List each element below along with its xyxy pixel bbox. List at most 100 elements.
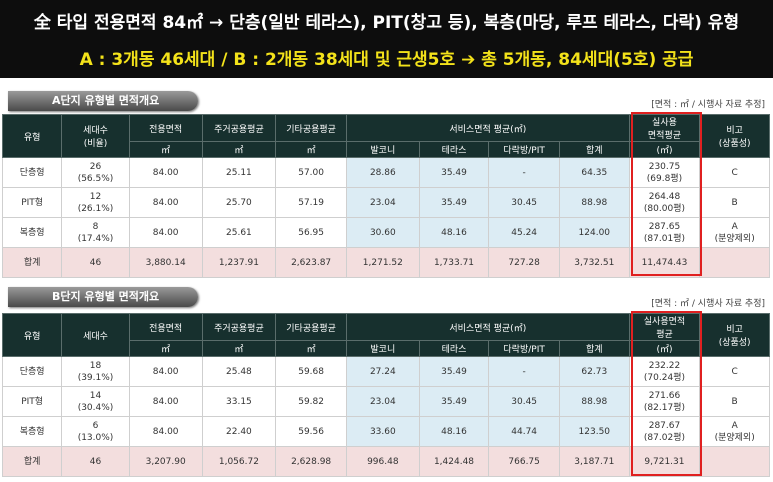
- table-cell: 84.00: [128, 187, 203, 218]
- header-service-area: 서비스면적 평균(㎡): [345, 114, 630, 142]
- table-cell: 56.95: [275, 217, 347, 248]
- header-service-col: 합계: [558, 340, 630, 357]
- table-cell: 1,733.71: [418, 247, 490, 278]
- header-unit: ㎡: [275, 340, 347, 357]
- table-cell: 2,623.87: [275, 247, 347, 278]
- table-cell: [699, 446, 770, 477]
- table-cell: 23.04: [345, 386, 420, 417]
- table-cell: 단층형: [1, 157, 63, 188]
- section-a-table: 유형 세대수 (비율) 전용면적 주거공용평균 기타공용평균 서비스면적 평균(㎡) 실사용 면…: [1, 114, 770, 278]
- table-cell: 124.00: [558, 217, 630, 248]
- table-cell: PIT형: [1, 187, 63, 218]
- header-unit: (㎡): [628, 340, 701, 357]
- table-cell: 14 (30.4%): [61, 386, 130, 417]
- table-cell: 25.70: [201, 187, 277, 218]
- table-cell: 57.00: [275, 157, 347, 188]
- header-banner: 全 타입 전용면적 84㎡ → 단층(일반 테라스), PIT(창고 등), 복…: [0, 0, 773, 78]
- table-cell: 88.98: [558, 187, 630, 218]
- table-cell: C: [699, 356, 770, 387]
- table-cell: 996.48: [345, 446, 420, 477]
- table-cell: 11,474.43: [628, 247, 701, 278]
- table-cell: 84.00: [128, 217, 203, 248]
- table-cell: 단층형: [1, 356, 63, 387]
- table-cell: 2,628.98: [275, 446, 347, 477]
- table-cell: 30.60: [345, 217, 420, 248]
- header-service-col: 발코니: [345, 340, 420, 357]
- table-cell: 35.49: [418, 356, 490, 387]
- table-cell: [699, 247, 770, 278]
- table-cell: 287.65 (87.01평): [628, 217, 701, 248]
- header-service-col: 합계: [558, 141, 630, 158]
- table-cell: B: [699, 187, 770, 218]
- header-line-1: 全 타입 전용면적 84㎡ → 단층(일반 테라스), PIT(창고 등), 복…: [33, 13, 740, 33]
- table-cell: 33.15: [201, 386, 277, 417]
- table-cell: A (분양제외): [699, 416, 770, 447]
- table-cell: 9,721.31: [628, 446, 701, 477]
- table-cell: 271.66 (82.17평): [628, 386, 701, 417]
- table-cell: -: [488, 157, 560, 188]
- header-unit: ㎡: [201, 340, 277, 357]
- table-row: 단층형 26 (56.5%) 84.00 25.11 57.00 28.86 35.49-64…: [1, 157, 770, 188]
- header-type: 유형: [1, 313, 63, 357]
- table-cell: 25.61: [201, 217, 277, 248]
- table-cell: 23.04: [345, 187, 420, 218]
- table-row: PIT형 14 (30.4%) 84.00 33.15 59.82 23.04 35.49 30…: [1, 386, 770, 417]
- table-cell: 45.24: [488, 217, 560, 248]
- section-b-note: [면적 : ㎡ / 시행사 자료 추정]: [651, 299, 765, 309]
- table-cell: 123.50: [558, 416, 630, 447]
- table-row: PIT형 12 (26.1%) 84.00 25.70 57.19 23.04 35.49 30…: [1, 187, 770, 218]
- table-row: 복층형 6 (13.0%) 84.00 22.40 59.56 33.60 48.16 44.7…: [1, 416, 770, 447]
- table-cell: C: [699, 157, 770, 188]
- header-service-col: 다락방/PIT: [488, 141, 560, 158]
- header-residential-common: 주거공용평균: [201, 313, 277, 341]
- header-other-common: 기타공용평균: [275, 313, 347, 341]
- header-unit: ㎡: [201, 141, 277, 158]
- table-cell: 287.67 (87.02평): [628, 416, 701, 447]
- header-remarks: 비고 (상품성): [699, 313, 770, 357]
- table-cell: 28.86: [345, 157, 420, 188]
- header-residential-common: 주거공용평균: [201, 114, 277, 142]
- header-service-area: 서비스면적 평균(㎡): [345, 313, 630, 341]
- header-unit: ㎡: [275, 141, 347, 158]
- header-households: 세대수: [61, 313, 130, 357]
- header-unit: (㎡): [628, 141, 701, 158]
- table-row: 복층형 8 (17.4%) 84.00 25.61 56.95 30.60 48.16 45.2…: [1, 217, 770, 248]
- table-cell: 35.49: [418, 157, 490, 188]
- section-a-label: A단지 유형별 면적개요: [8, 91, 198, 111]
- header-type: 유형: [1, 114, 63, 158]
- table-cell: -: [488, 356, 560, 387]
- header-households: 세대수 (비율): [61, 114, 130, 158]
- section-b-label: B단지 유형별 면적개요: [8, 287, 198, 307]
- table-cell: 46: [61, 446, 130, 477]
- section-b-table: 유형 세대수 전용면적 주거공용평균 기타공용평균 서비스면적 평균(㎡) 실사용면적 평균 비…: [1, 313, 770, 477]
- table-cell: 35.49: [418, 187, 490, 218]
- table-cell: 복층형: [1, 217, 63, 248]
- table-row: 단층형 18 (39.1%) 84.00 25.48 59.68 27.24 35.49-62…: [1, 356, 770, 387]
- table-cell: 12 (26.1%): [61, 187, 130, 218]
- table-cell: 88.98: [558, 386, 630, 417]
- table-cell: PIT형: [1, 386, 63, 417]
- table-cell: 6 (13.0%): [61, 416, 130, 447]
- header-service-col: 다락방/PIT: [488, 340, 560, 357]
- table-cell: 57.19: [275, 187, 347, 218]
- table-cell: 1,271.52: [345, 247, 420, 278]
- table-cell: 766.75: [488, 446, 560, 477]
- header-service-col: 발코니: [345, 141, 420, 158]
- table-cell: 84.00: [128, 416, 203, 447]
- table-cell: 230.75 (69.8평): [628, 157, 701, 188]
- table-cell: 727.28: [488, 247, 560, 278]
- table-cell: 1,056.72: [201, 446, 277, 477]
- header-exclusive-area: 전용면적: [128, 114, 203, 142]
- table-cell: 62.73: [558, 356, 630, 387]
- table-cell: 84.00: [128, 386, 203, 417]
- table-cell: 26 (56.5%): [61, 157, 130, 188]
- table-cell: 48.16: [418, 217, 490, 248]
- table-total-row: 합계 46 3,207.90 1,056.72 2,628.98 996.48 1,424.…: [1, 446, 770, 477]
- table-cell: 35.49: [418, 386, 490, 417]
- table-cell: 59.56: [275, 416, 347, 447]
- section-a-note: [면적 : ㎡ / 시행사 자료 추정]: [651, 100, 765, 110]
- table-cell: 3,732.51: [558, 247, 630, 278]
- table-cell: 30.45: [488, 187, 560, 218]
- table-cell: 25.48: [201, 356, 277, 387]
